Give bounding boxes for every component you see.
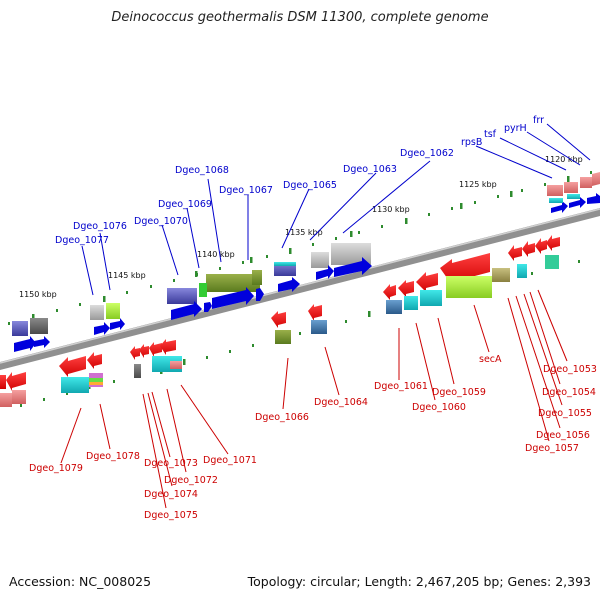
scale-ticks-outer	[8, 171, 592, 325]
label-Dgeo_1071: Dgeo_1071	[203, 455, 257, 466]
label-Dgeo_1063: Dgeo_1063	[343, 164, 397, 175]
scale-label-1150: 1150 kbp	[19, 290, 57, 299]
label-Dgeo_1073: Dgeo_1073	[144, 458, 198, 469]
scale-label-1135: 1135 kbp	[285, 228, 323, 237]
reverse-gene-labels: Dgeo_1053 Dgeo_1054 Dgeo_1055 Dgeo_1056 …	[29, 354, 597, 521]
label-Dgeo_1065: Dgeo_1065	[283, 180, 337, 191]
label-Dgeo_1076: Dgeo_1076	[73, 221, 127, 232]
scale-label-1130: 1130 kbp	[372, 205, 410, 214]
label-Dgeo_1060: Dgeo_1060	[412, 402, 466, 413]
label-Dgeo_1075: Dgeo_1075	[144, 510, 198, 521]
label-Dgeo_1066: Dgeo_1066	[255, 412, 309, 423]
label-Dgeo_1069: Dgeo_1069	[158, 199, 212, 210]
label-Dgeo_1054: Dgeo_1054	[542, 387, 596, 398]
label-Dgeo_1062: Dgeo_1062	[400, 148, 454, 159]
label-pyrH: pyrH	[504, 123, 527, 134]
label-Dgeo_1053: Dgeo_1053	[543, 364, 597, 375]
label-Dgeo_1067: Dgeo_1067	[219, 185, 273, 196]
label-Dgeo_1078: Dgeo_1078	[86, 451, 140, 462]
label-Dgeo_1056: Dgeo_1056	[536, 430, 590, 441]
label-rpsB: rpsB	[461, 137, 482, 148]
top-callout-lines	[81, 123, 591, 296]
label-Dgeo_1079: Dgeo_1079	[29, 463, 83, 474]
genome-stats-text: Topology: circular; Length: 2,467,205 bp…	[247, 574, 591, 589]
label-secA: secA	[479, 354, 502, 365]
label-Dgeo_1077: Dgeo_1077	[55, 235, 109, 246]
label-Dgeo_1068: Dgeo_1068	[175, 165, 229, 176]
label-Dgeo_1061: Dgeo_1061	[374, 381, 428, 392]
accession-text: Accession: NC_008025	[9, 574, 152, 589]
scale-ticks-outer-major	[32, 176, 570, 320]
label-Dgeo_1059: Dgeo_1059	[432, 387, 486, 398]
scale-label-1120: 1120 kbp	[545, 155, 583, 164]
bottom-callout-lines	[60, 289, 568, 509]
label-frr: frr	[533, 115, 544, 126]
forward-gene-labels: frr pyrH tsf rpsB Dgeo_1062 Dgeo_1063 Dg…	[55, 115, 544, 246]
reverse-strand-features	[0, 235, 560, 407]
scale-label-1125: 1125 kbp	[459, 180, 497, 189]
map-title: Deinococcus geothermalis DSM 11300, comp…	[111, 10, 489, 25]
genome-backbone-highlight	[0, 208, 600, 364]
label-Dgeo_1072: Dgeo_1072	[164, 475, 218, 486]
label-Dgeo_1057: Dgeo_1057	[525, 443, 579, 454]
label-Dgeo_1064: Dgeo_1064	[314, 397, 368, 408]
label-Dgeo_1055: Dgeo_1055	[538, 408, 592, 419]
forward-strand-features	[12, 172, 600, 352]
label-tsf: tsf	[484, 129, 497, 140]
label-Dgeo_1074: Dgeo_1074	[144, 489, 198, 500]
scale-label-1140: 1140 kbp	[197, 250, 235, 259]
label-Dgeo_1070: Dgeo_1070	[134, 216, 188, 227]
genome-backbone	[0, 208, 600, 370]
scale-label-1145: 1145 kbp	[108, 271, 146, 280]
